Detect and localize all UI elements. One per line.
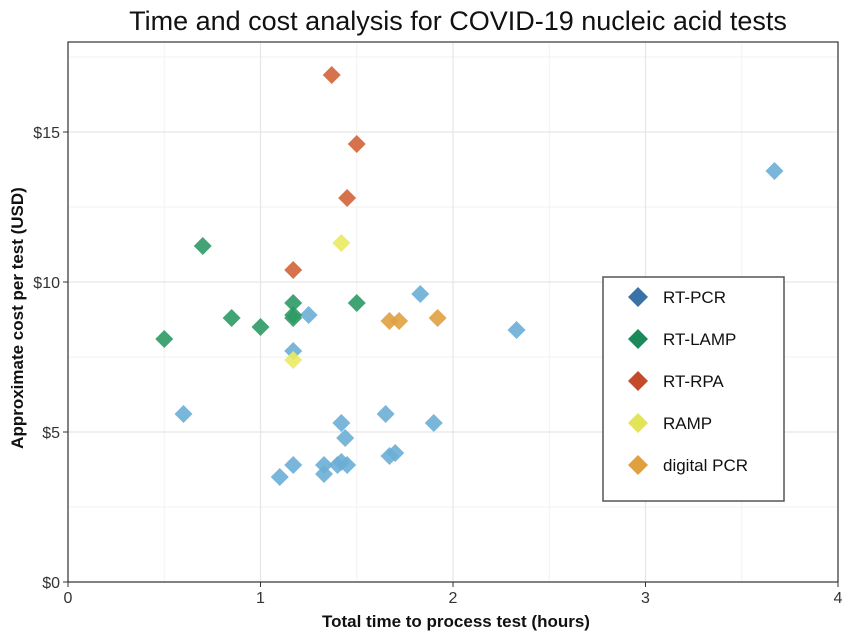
data-point-rt-lamp bbox=[222, 309, 241, 327]
legend-label: RT-RPA bbox=[663, 372, 724, 391]
legend-label: RAMP bbox=[663, 414, 712, 433]
data-point-rt-rpa bbox=[284, 261, 303, 279]
y-tick-label: $5 bbox=[42, 425, 60, 442]
data-point-rt-pcr bbox=[299, 306, 318, 324]
x-tick-label: 2 bbox=[449, 590, 458, 607]
x-tick-label: 1 bbox=[256, 590, 265, 607]
y-axis-title: Approximate cost per test (USD) bbox=[8, 187, 27, 449]
data-points bbox=[155, 66, 784, 486]
data-point-rt-pcr bbox=[174, 405, 193, 423]
data-point-rt-pcr bbox=[765, 162, 784, 180]
data-point-rt-lamp bbox=[284, 309, 303, 327]
data-point-rt-rpa bbox=[338, 189, 357, 207]
data-point-digital-pcr bbox=[380, 312, 399, 330]
data-point-rt-pcr bbox=[507, 321, 526, 339]
data-point-rt-lamp bbox=[193, 237, 212, 255]
data-point-rt-lamp bbox=[347, 294, 366, 312]
legend-key-rt-lamp bbox=[628, 329, 648, 349]
x-tick-label: 4 bbox=[834, 590, 843, 607]
x-axis-title: Total time to process test (hours) bbox=[322, 612, 590, 631]
x-axis-ticks: 0 1 2 3 4 bbox=[64, 582, 843, 607]
chart-title: Time and cost analysis for COVID-19 nucl… bbox=[129, 6, 787, 36]
legend-label: digital PCR bbox=[663, 456, 748, 475]
data-point-rt-pcr bbox=[284, 456, 303, 474]
data-point-rt-rpa bbox=[322, 66, 341, 84]
y-tick-label: $10 bbox=[33, 275, 60, 292]
data-point-digital-pcr bbox=[428, 309, 447, 327]
legend-label: RT-LAMP bbox=[663, 330, 736, 349]
data-point-rt-pcr bbox=[315, 465, 334, 483]
data-point-rt-pcr bbox=[386, 444, 405, 462]
data-point-rt-lamp bbox=[155, 330, 174, 348]
x-tick-label: 0 bbox=[64, 590, 73, 607]
data-point-rt-rpa bbox=[347, 135, 366, 153]
data-point-digital-pcr bbox=[390, 312, 409, 330]
legend-key-ramp bbox=[628, 413, 648, 433]
legend-key-rt-rpa bbox=[628, 371, 648, 391]
legend: RT-PCR RT-LAMP RT-RPA RAMP digital PCR bbox=[602, 276, 785, 502]
data-point-ramp bbox=[284, 351, 303, 369]
data-point-ramp bbox=[332, 234, 351, 252]
data-point-rt-pcr bbox=[336, 429, 355, 447]
x-tick-label: 3 bbox=[641, 590, 650, 607]
data-point-rt-pcr bbox=[411, 285, 430, 303]
legend-label: RT-PCR bbox=[663, 288, 726, 307]
legend-key-rt-pcr bbox=[628, 287, 648, 307]
data-point-rt-lamp bbox=[284, 294, 303, 312]
legend-key-digital-pcr bbox=[628, 455, 648, 475]
data-point-rt-pcr bbox=[270, 468, 289, 486]
y-tick-label: $15 bbox=[33, 125, 60, 142]
data-point-rt-lamp bbox=[251, 318, 270, 336]
data-point-rt-pcr bbox=[376, 405, 395, 423]
data-point-rt-pcr bbox=[338, 456, 357, 474]
data-point-rt-pcr bbox=[424, 414, 443, 432]
y-axis-ticks: $0 $5 $10 $15 bbox=[33, 125, 68, 592]
data-point-rt-pcr bbox=[332, 414, 351, 432]
y-tick-label: $0 bbox=[42, 575, 60, 592]
